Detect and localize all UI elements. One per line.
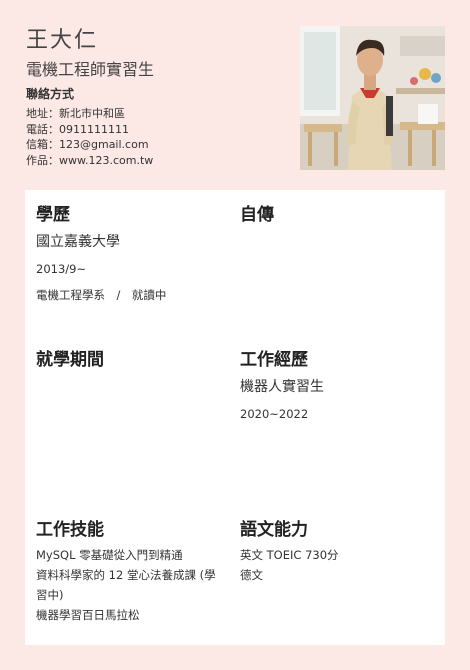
profile-photo — [300, 26, 445, 170]
contact-address: 地址：新北市中和區 — [26, 107, 125, 120]
education-department: 電機工程學系 / 就讀中 — [36, 288, 167, 302]
experience-years: 2020~2022 — [240, 407, 309, 421]
skill-item: 機器學習百日馬拉松 — [36, 608, 140, 622]
autobiography-section: 自傳 — [240, 200, 430, 225]
languages-section: 語文能力 英文 TOEIC 730分 德文 — [240, 515, 430, 585]
study-period-section: 就學期間 — [36, 345, 226, 370]
skill-item: MySQL 零基礎從入門到精通 — [36, 548, 183, 562]
school-name: 國立嘉義大學 — [36, 234, 120, 250]
contact-email: 信箱：123@gmail.com — [26, 138, 149, 151]
job-title: 電機工程師實習生 — [26, 60, 155, 79]
experience-heading: 工作經歷 — [240, 350, 308, 370]
study-period-heading: 就學期間 — [36, 350, 104, 370]
experience-job: 機器人實習生 — [240, 379, 324, 395]
resume-card: 學歷 國立嘉義大學 2013/9~ 電機工程學系 / 就讀中 自傳 就學期間 工… — [25, 190, 445, 645]
education-section: 學歷 國立嘉義大學 2013/9~ 電機工程學系 / 就讀中 — [36, 200, 226, 305]
languages-heading: 語文能力 — [240, 520, 308, 540]
contact-portfolio: 作品：www.123.com.tw — [26, 153, 154, 167]
person-name: 王大仁 — [26, 28, 99, 53]
skills-heading: 工作技能 — [36, 520, 104, 540]
contact-heading: 聯絡方式 — [26, 87, 75, 101]
autobiography-heading: 自傳 — [240, 205, 274, 225]
education-date: 2013/9~ — [36, 262, 87, 276]
language-item: 德文 — [240, 568, 263, 582]
profile-photo-illustration — [300, 26, 445, 170]
language-item: 英文 TOEIC 730分 — [240, 548, 339, 562]
skills-section: 工作技能 MySQL 零基礎從入門到精通 資料科學家的 12 堂心法養成課 (學… — [36, 515, 226, 625]
education-heading: 學歷 — [36, 205, 70, 225]
skill-item: 資料科學家的 12 堂心法養成課 (學習中) — [36, 568, 216, 602]
contact-phone: 電話：0911111111 — [26, 122, 129, 136]
contact-list: 地址：新北市中和區 電話：0911111111 信箱：123@gmail.com… — [26, 106, 153, 168]
experience-section: 工作經歷 機器人實習生 2020~2022 — [240, 345, 430, 424]
